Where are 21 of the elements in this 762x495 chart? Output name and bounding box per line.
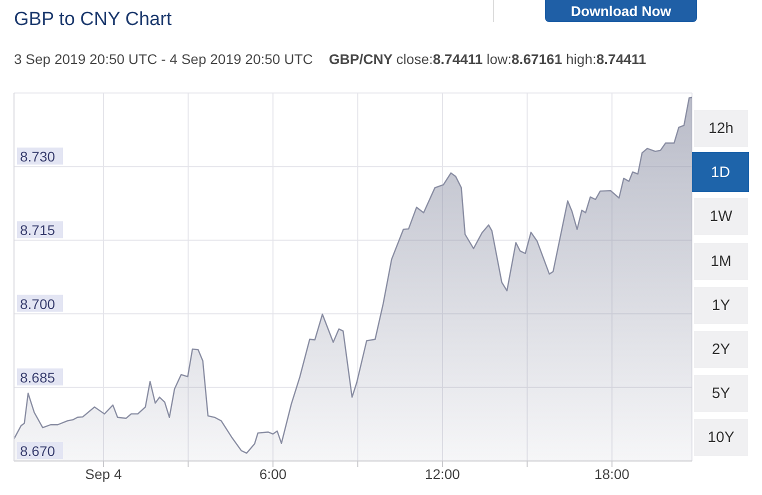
y-tick-label: 8.730 [20, 148, 56, 165]
x-tick-label: Sep 4 [85, 466, 122, 482]
x-tick-label: 12:00 [424, 466, 460, 482]
range-button[interactable]: 1W [694, 198, 748, 236]
range-button[interactable]: 1Y [694, 286, 748, 324]
range-button[interactable]: 2Y [694, 331, 748, 368]
range-button[interactable]: 12h [694, 110, 748, 147]
x-tick-label: 18:00 [594, 466, 630, 482]
range-button[interactable]: 1D [692, 152, 749, 192]
y-tick-label: 8.685 [20, 369, 56, 386]
range-button[interactable]: 10Y [694, 419, 748, 456]
text: GBP/CNY close:8.74411 low:8.67161 high:8.74411 [328, 51, 646, 67]
y-tick-label: 8.715 [20, 222, 56, 238]
chart-title: GBP to CNY Chart [14, 9, 172, 31]
chart-subtitle: 3 Sep 2019 20:50 UTC - 4 Sep 2019 20:50 UTC [14, 51, 313, 67]
y-tick-label: 8.670 [20, 443, 56, 459]
download-button[interactable]: Download Now [545, 0, 697, 22]
range-button[interactable]: 1M [694, 242, 748, 280]
range-button[interactable]: 5Y [694, 375, 748, 412]
x-tick-label: 6:00 [259, 466, 287, 482]
y-tick-label: 8.700 [20, 296, 56, 312]
